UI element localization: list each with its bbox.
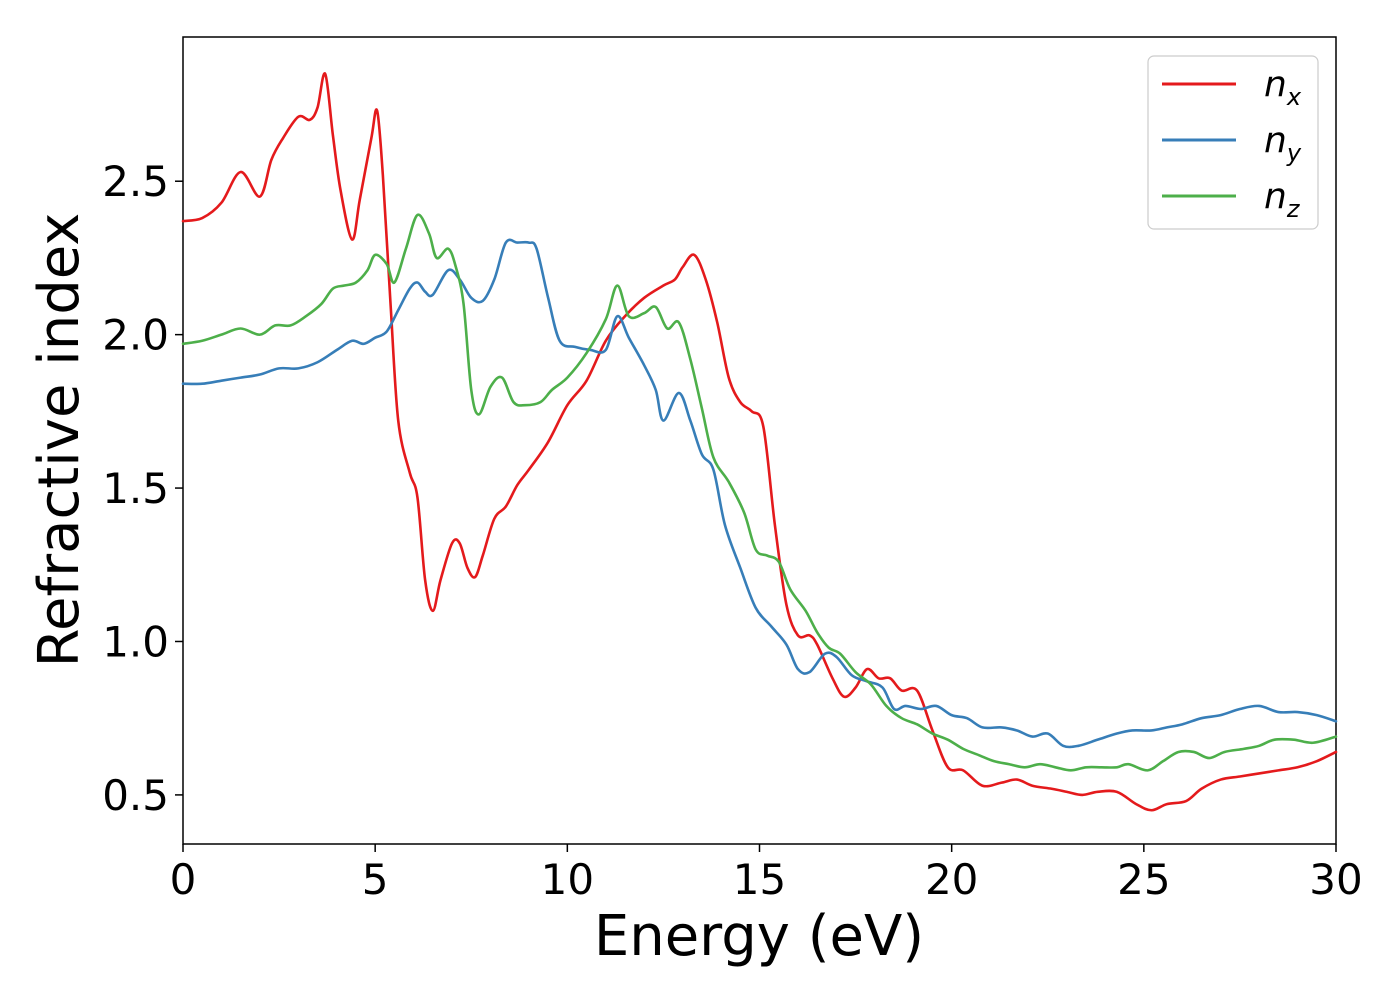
x-tick-label: 20: [925, 855, 978, 904]
x-axis-label: Energy (eV): [594, 904, 924, 969]
series-line-n-x: [181, 72, 1338, 812]
series-layer: [181, 72, 1338, 812]
x-tick-label: 15: [733, 855, 786, 904]
y-tick-label: 1.5: [102, 464, 169, 513]
x-tick-label: 10: [541, 855, 594, 904]
y-axis-label: Refractive index: [27, 213, 92, 668]
plot-area: [182, 36, 1337, 845]
series-line-n-y: [181, 238, 1338, 749]
y-tick-label: 0.5: [102, 771, 169, 820]
x-axis-ticks: 0 5 10 15 20 25 30: [170, 844, 1363, 904]
x-tick-label: 5: [362, 855, 389, 904]
series-line-n-z: [181, 213, 1338, 772]
x-tick-label: 0: [170, 855, 197, 904]
x-tick-label: 25: [1117, 855, 1170, 904]
y-tick-label: 1.0: [102, 617, 169, 666]
y-tick-label: 2.5: [102, 157, 169, 206]
y-tick-label: 2.0: [102, 311, 169, 360]
x-tick-label: 30: [1309, 855, 1362, 904]
y-axis-ticks: 0.5 1.0 1.5 2.0 2.5: [102, 157, 183, 820]
legend-frame: [1147, 55, 1319, 230]
